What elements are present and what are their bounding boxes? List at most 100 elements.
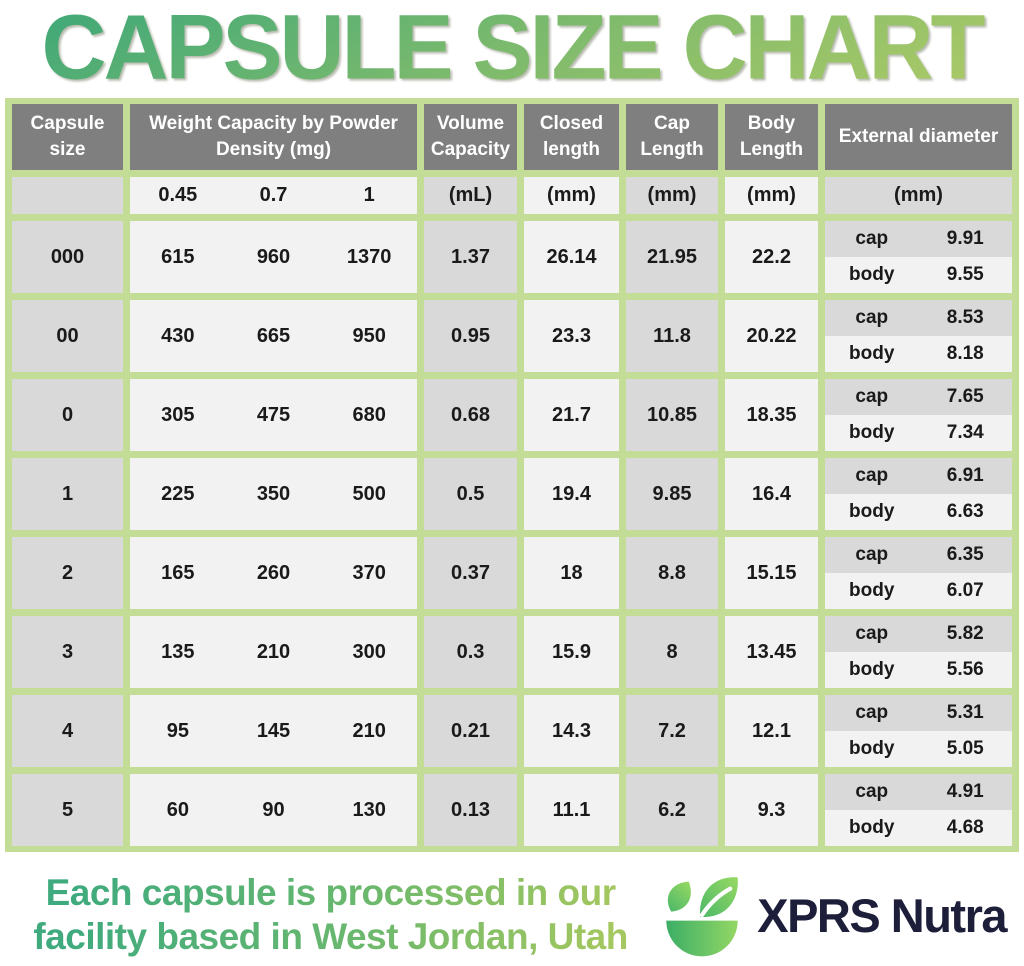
weight-value-density-045: 615	[161, 245, 195, 268]
closed-length-cell: 18	[524, 537, 619, 609]
external-body-subrow: body 5.05	[825, 731, 1012, 767]
units-empty-cell	[12, 177, 123, 214]
cap-length-value: 21.95	[646, 245, 698, 268]
table-row: 5 60 90 130 0.13 11.1 6.2 9.3 cap 4.91 b…	[12, 774, 1012, 846]
table-units-row: 0.45 0.7 1 (mL) (mm) (mm) (mm) (mm)	[12, 177, 1012, 214]
body-length-value: 9.3	[757, 798, 786, 821]
weight-capacity-cell: 305 475 680	[130, 379, 417, 451]
body-label: body	[849, 659, 895, 680]
body-length-cell: 20.22	[725, 300, 818, 372]
external-cap-subrow: cap 4.91	[825, 774, 1012, 810]
external-cap-subrow: cap 5.31	[825, 695, 1012, 731]
capsule-size-cell: 5	[12, 774, 123, 846]
external-body-subrow: body 7.34	[825, 415, 1012, 451]
body-length-value: 12.1	[752, 719, 791, 742]
weight-capacity-cell: 60 90 130	[130, 774, 417, 846]
volume-capacity-cell: 0.37	[424, 537, 517, 609]
external-body-value: 9.55	[946, 264, 984, 285]
external-cap-subrow: cap 6.91	[825, 458, 1012, 494]
weight-capacity-cell: 135 210 300	[130, 616, 417, 688]
volume-capacity-cell: 1.37	[424, 221, 517, 293]
cap-length-cell: 11.8	[626, 300, 718, 372]
external-cap-value: 6.35	[946, 544, 984, 565]
brand-name: XPRS Nutra	[757, 888, 1007, 942]
external-diameter-cell: cap 9.91 body 9.55	[825, 221, 1012, 293]
closed-length-value: 15.9	[552, 640, 591, 663]
weight-value-density-045: 135	[161, 640, 195, 663]
col-header-closed-length: Closed length	[524, 104, 619, 170]
weight-value-density-1: 680	[352, 403, 386, 426]
cap-label: cap	[855, 386, 889, 407]
cap-label: cap	[855, 465, 889, 486]
body-length-cell: 12.1	[725, 695, 818, 767]
cap-length-value: 8	[666, 640, 678, 663]
cap-label: cap	[855, 702, 889, 723]
leaf-mortar-icon	[666, 877, 739, 957]
capsule-size-cell: 0	[12, 379, 123, 451]
body-label: body	[849, 343, 895, 364]
external-body-value: 7.34	[946, 422, 984, 443]
cap-length-value: 10.85	[646, 403, 698, 426]
body-length-value: 18.35	[746, 403, 797, 426]
body-length-value: 22.2	[752, 245, 791, 268]
cap-length-cell: 8.8	[626, 537, 718, 609]
external-diameter-cell: cap 6.35 body 6.07	[825, 537, 1012, 609]
capsule-size-value: 4	[61, 719, 74, 742]
capsule-size-value: 1	[61, 482, 74, 505]
body-length-value: 13.45	[746, 640, 797, 663]
volume-capacity-cell: 0.21	[424, 695, 517, 767]
closed-length-value: 21.7	[552, 403, 591, 426]
external-body-value: 8.18	[946, 343, 984, 364]
weight-value-density-1: 300	[352, 640, 386, 663]
closed-unit-cell: (mm)	[524, 177, 619, 214]
external-body-value: 5.05	[946, 738, 984, 759]
external-body-subrow: body 6.63	[825, 494, 1012, 530]
body-length-cell: 13.45	[725, 616, 818, 688]
capsule-size-value: 2	[61, 561, 74, 584]
weight-value-density-1: 210	[352, 719, 386, 742]
cap-length-value: 7.2	[658, 719, 686, 742]
body-length-cell: 18.35	[725, 379, 818, 451]
volume-value: 0.13	[451, 798, 490, 821]
weight-value-density-045: 225	[161, 482, 195, 505]
table-row: 1 225 350 500 0.5 19.4 9.85 16.4 cap 6.9…	[12, 458, 1012, 530]
volume-capacity-cell: 0.95	[424, 300, 517, 372]
weight-value-density-1: 500	[352, 482, 386, 505]
col-header-body-length: Body Length	[725, 104, 818, 170]
external-diameter-cell: cap 8.53 body 8.18	[825, 300, 1012, 372]
body-label: body	[849, 738, 895, 759]
capsule-size-cell: 4	[12, 695, 123, 767]
external-body-subrow: body 5.56	[825, 652, 1012, 688]
weight-value-density-07: 90	[262, 798, 285, 821]
col-header-capsule-size: Capsule size	[12, 104, 123, 170]
cap-unit-cell: (mm)	[626, 177, 718, 214]
weight-value-density-07: 960	[256, 245, 291, 268]
body-unit-cell: (mm)	[725, 177, 818, 214]
table-row: 2 165 260 370 0.37 18 8.8 15.15 cap 6.35…	[12, 537, 1012, 609]
capsule-size-cell: 2	[12, 537, 123, 609]
closed-length-value: 19.4	[552, 482, 591, 505]
closed-length-cell: 23.3	[524, 300, 619, 372]
weight-value-density-07: 665	[256, 324, 291, 347]
external-body-subrow: body 6.07	[825, 573, 1012, 609]
external-cap-value: 6.91	[946, 465, 984, 486]
closed-length-value: 14.3	[552, 719, 591, 742]
closed-length-value: 26.14	[546, 245, 597, 268]
cap-label: cap	[855, 623, 889, 644]
weight-value-density-1: 1370	[346, 245, 392, 268]
body-label: body	[849, 264, 895, 285]
closed-length-cell: 15.9	[524, 616, 619, 688]
weight-capacity-cell: 95 145 210	[130, 695, 417, 767]
volume-capacity-cell: 0.5	[424, 458, 517, 530]
col-header-external-diameter: External diameter	[825, 104, 1012, 170]
table-row: 0 305 475 680 0.68 21.7 10.85 18.35 cap …	[12, 379, 1012, 451]
cap-length-value: 8.8	[658, 561, 686, 584]
external-body-subrow: body 4.68	[825, 810, 1012, 846]
density-value: 1	[363, 184, 375, 206]
external-cap-value: 4.91	[946, 781, 984, 802]
weight-capacity-cell: 430 665 950	[130, 300, 417, 372]
cap-length-cell: 9.85	[626, 458, 718, 530]
weight-capacity-cell: 165 260 370	[130, 537, 417, 609]
weight-value-density-07: 350	[256, 482, 291, 505]
table-row: 4 95 145 210 0.21 14.3 7.2 12.1 cap 5.31…	[12, 695, 1012, 767]
